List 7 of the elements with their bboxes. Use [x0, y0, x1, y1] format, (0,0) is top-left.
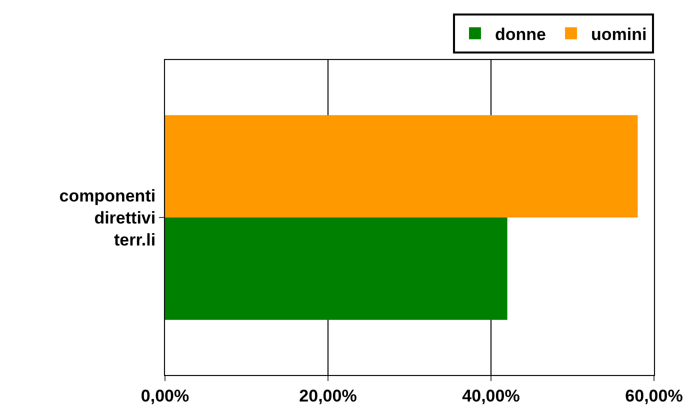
y-tick-label: componenti direttivi terr.li	[59, 186, 156, 250]
x-tick-label: 60,00%	[625, 386, 683, 406]
x-tick-label: 0,00%	[140, 386, 190, 406]
x-tick-label: 40,00%	[462, 386, 520, 406]
x-tick-label: 20,00%	[299, 386, 357, 406]
legend-label: donne	[495, 24, 546, 44]
legend-label: uomini	[591, 24, 647, 44]
